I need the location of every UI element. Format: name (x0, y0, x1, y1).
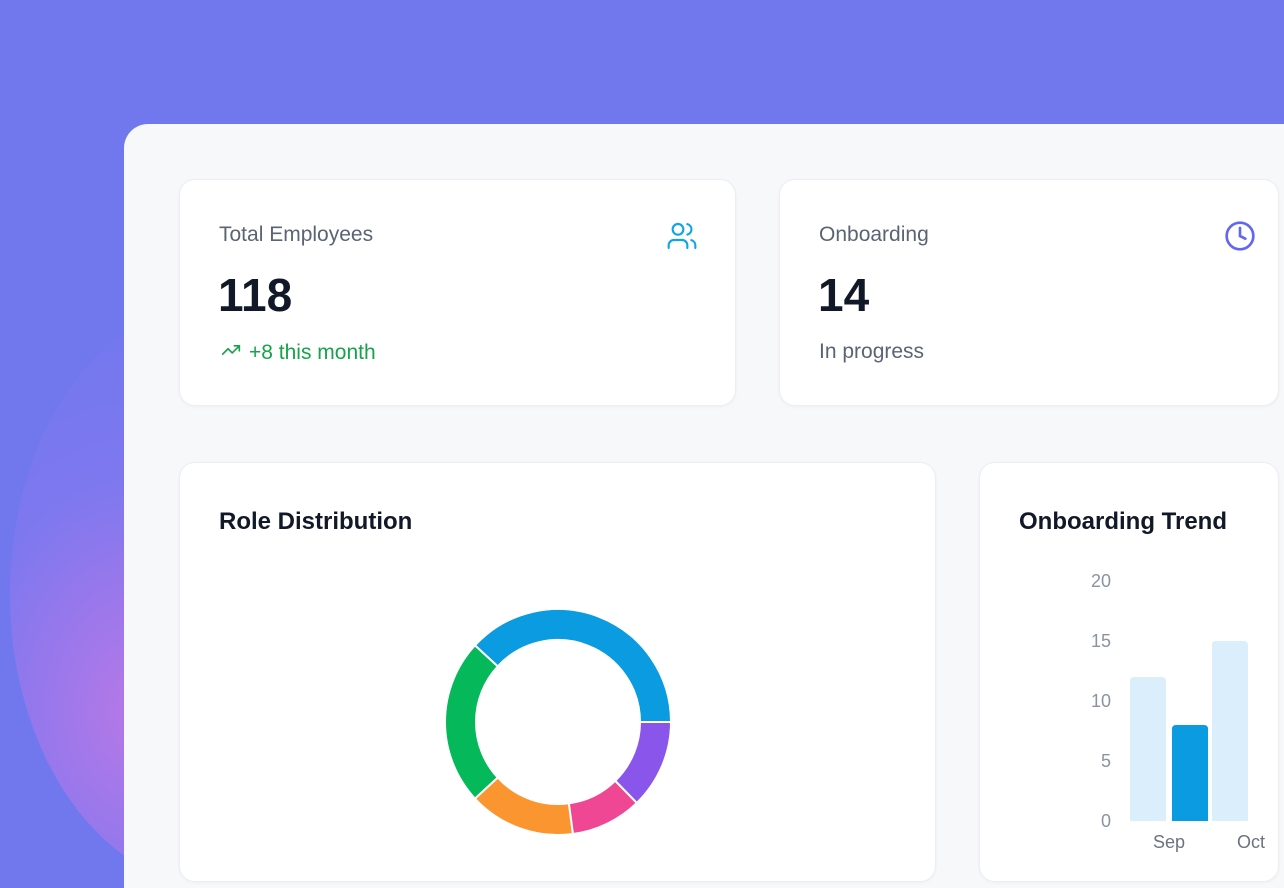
clock-icon (1224, 220, 1256, 257)
role-donut-chart (444, 608, 673, 836)
x-tick-label: Sep (1153, 832, 1185, 852)
donut-slice[interactable] (473, 608, 673, 723)
card-title: Onboarding Trend (1019, 508, 1227, 535)
stat-sub-text: In progress (819, 340, 925, 363)
role-distribution-card: Role Distribution (179, 462, 936, 882)
stat-sub-text: +8 this month (249, 341, 376, 364)
trending-up-icon (219, 340, 243, 366)
y-tick-label: 20 (1091, 571, 1111, 591)
onboarding-trend-card: Onboarding Trend 0 5 10 15 20 Sep Oct (979, 462, 1279, 882)
stat-label: Total Employees (219, 223, 374, 246)
bar[interactable] (1212, 641, 1248, 821)
stat-value: 118 (218, 269, 293, 321)
users-icon (666, 220, 698, 257)
x-tick-label: Oct (1237, 832, 1265, 852)
stat-value: 14 (818, 269, 870, 321)
donut-slice[interactable] (473, 776, 575, 836)
stat-card-onboarding: Onboarding 14 In progress (779, 179, 1279, 406)
stat-card-total-employees: Total Employees 118 +8 this month (179, 179, 736, 406)
dashboard-panel: Total Employees 118 +8 this month Onboar… (124, 124, 1284, 888)
donut-slice[interactable] (444, 643, 500, 801)
y-tick-label: 0 (1101, 811, 1111, 831)
card-title: Role Distribution (219, 508, 413, 535)
onboarding-bar-chart: 0 5 10 15 20 Sep Oct (1091, 571, 1265, 852)
y-tick-label: 5 (1101, 751, 1111, 771)
donut-slice[interactable] (613, 721, 673, 805)
stat-label: Onboarding (819, 223, 929, 246)
bar[interactable] (1172, 725, 1208, 821)
y-tick-label: 10 (1091, 691, 1111, 711)
y-tick-label: 15 (1091, 631, 1111, 651)
bar[interactable] (1130, 677, 1166, 821)
stat-trend: +8 this month (219, 340, 376, 366)
